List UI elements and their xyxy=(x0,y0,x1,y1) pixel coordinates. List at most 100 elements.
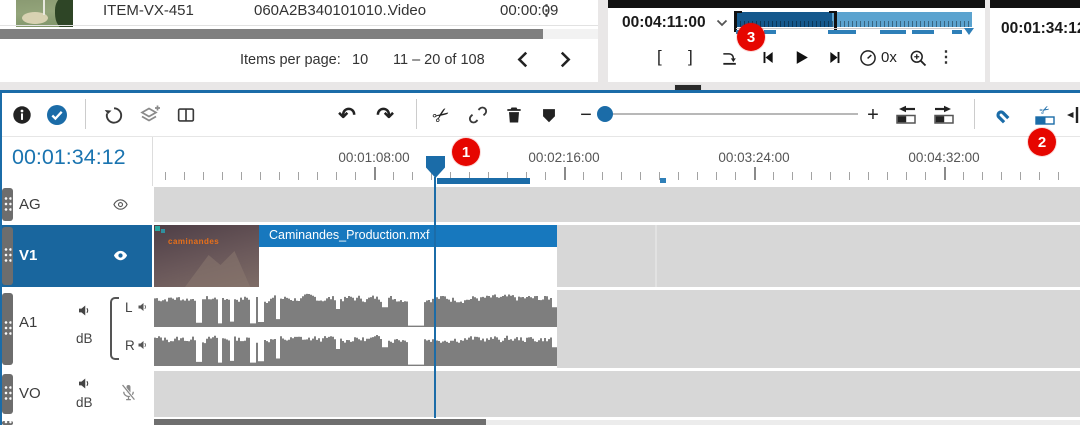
track-header-a1[interactable] xyxy=(2,290,152,368)
waveform-right-channel xyxy=(154,335,557,366)
insert-to-timeline-icon[interactable] xyxy=(720,48,740,68)
razor-tool-button[interactable]: ✂ xyxy=(1035,101,1055,128)
undo-button[interactable]: ↶ xyxy=(338,103,356,127)
audio-clip[interactable] xyxy=(154,290,557,368)
approve-check-button[interactable] xyxy=(45,102,69,128)
toolbar-divider xyxy=(974,99,975,129)
skip-previous-button[interactable] xyxy=(758,48,777,67)
paginator-range: 11 – 20 of 108 xyxy=(393,52,485,68)
media-browser-panel xyxy=(0,0,598,82)
track-header-vo[interactable] xyxy=(2,371,152,417)
page-next-button[interactable] xyxy=(560,51,571,68)
program-timecode: 00:01:34:12 xyxy=(1001,20,1080,37)
annotation-badge-2: 2 xyxy=(1028,128,1056,156)
flag-shield-button[interactable] xyxy=(540,102,559,128)
track-gain-label[interactable]: dB xyxy=(76,395,93,410)
video-clip[interactable]: caminandes Caminandes_Production.mxf xyxy=(154,225,557,287)
media-item-duration: 00:00:09 xyxy=(500,2,559,19)
timeline-zoom-slider-knob[interactable] xyxy=(597,106,613,122)
delete-button[interactable] xyxy=(504,102,524,128)
page-previous-button[interactable] xyxy=(517,51,528,68)
mark-out-button[interactable]: ] xyxy=(688,47,693,66)
ruler-selection-bar xyxy=(437,178,530,184)
playhead-line[interactable] xyxy=(434,177,436,418)
waveform-left-channel xyxy=(154,293,557,327)
track-drag-handle[interactable] xyxy=(2,421,13,425)
ruler-header-divider xyxy=(152,137,153,186)
golf-flagpole-shape xyxy=(43,0,45,15)
ripple-right-icon[interactable] xyxy=(931,102,957,128)
channel-right-speaker-icon[interactable] xyxy=(136,339,149,351)
timeline-zoom-slider[interactable] xyxy=(597,106,858,122)
source-timecode[interactable]: 00:04:11:00 xyxy=(622,14,706,31)
media-item-id[interactable]: ITEM-VX-451 xyxy=(103,2,194,19)
timeline-ruler[interactable]: 00:01:08:00 00:02:16:00 00:03:24:00 00:0… xyxy=(152,137,1080,186)
trim-tool-button[interactable] xyxy=(1065,102,1080,128)
track-drag-handle[interactable] xyxy=(2,227,13,285)
annotation-badge-3: 3 xyxy=(737,23,765,51)
annotation-badge-1: 1 xyxy=(452,138,480,166)
browser-hscrollbar-thumb[interactable] xyxy=(0,29,543,39)
timeline-zoom-in-button[interactable]: + xyxy=(867,103,879,126)
playhead-timecode-display: 00:01:34:12 xyxy=(12,145,126,169)
split-view-icon[interactable] xyxy=(175,102,197,128)
scrub-inout-range[interactable] xyxy=(736,12,832,27)
snap-magnet-toggle[interactable] xyxy=(990,102,1012,128)
track-label-a1: A1 xyxy=(19,314,38,331)
track-mute-speaker-icon[interactable] xyxy=(75,303,93,318)
track-lane-ag[interactable] xyxy=(154,187,1080,222)
golf-sand-shape xyxy=(22,12,48,24)
playback-speed-value: 0x xyxy=(881,49,897,66)
play-button[interactable] xyxy=(792,48,811,67)
skip-next-button[interactable] xyxy=(826,48,845,67)
timeline-hscrollbar-thumb[interactable] xyxy=(154,419,486,425)
channel-right-label: R xyxy=(125,338,135,353)
ruler-label: 00:02:16:00 xyxy=(528,150,600,165)
refresh-icon[interactable] xyxy=(103,102,126,128)
track-drag-handle[interactable] xyxy=(2,374,13,414)
track-mute-speaker-icon[interactable] xyxy=(75,376,93,391)
track-visibility-icon[interactable] xyxy=(110,197,131,212)
program-monitor-panel xyxy=(990,0,1080,82)
clip-title-bar: Caminandes_Production.mxf xyxy=(259,225,557,247)
clip-corner-marker xyxy=(161,229,165,233)
add-layer-icon[interactable] xyxy=(138,102,162,128)
scrub-ticks xyxy=(736,21,972,27)
player-scrub-bar[interactable] xyxy=(734,11,972,32)
playhead-handle[interactable] xyxy=(426,156,445,178)
media-item-type: Video xyxy=(388,2,427,19)
browser-hscrollbar-track[interactable] xyxy=(0,29,598,39)
mountain-shape xyxy=(182,251,252,287)
clip-info-button[interactable] xyxy=(11,102,33,128)
ruler-ticks xyxy=(152,137,1080,186)
track-header-v1[interactable] xyxy=(2,225,152,287)
player-marker-strip xyxy=(736,30,972,34)
track-header-partial[interactable] xyxy=(2,420,152,425)
toolbar-divider xyxy=(85,99,86,129)
channel-left-speaker-icon[interactable] xyxy=(136,301,149,313)
track-visibility-icon[interactable] xyxy=(110,248,131,263)
player-menu-icon[interactable]: ⋮ xyxy=(938,49,954,66)
player-marker-segment xyxy=(828,30,856,34)
redo-button[interactable]: ↷ xyxy=(376,103,394,127)
player-marker-segment xyxy=(764,30,776,34)
microphone-muted-icon[interactable] xyxy=(119,382,138,403)
items-per-page-select[interactable]: 10 xyxy=(352,52,369,68)
ripple-left-icon[interactable] xyxy=(893,102,919,128)
unlink-button[interactable] xyxy=(467,102,489,128)
track-drag-handle[interactable] xyxy=(2,188,13,221)
media-item-thumbnail[interactable] xyxy=(16,0,73,27)
track-lane-vo[interactable] xyxy=(154,371,1080,417)
media-item-menu-icon[interactable]: ⋮ xyxy=(539,2,554,19)
timeline-zoom-out-button[interactable]: − xyxy=(580,103,592,126)
clip-name: Caminandes_Production.mxf xyxy=(269,228,430,242)
playback-speed-icon[interactable] xyxy=(858,48,878,68)
track-gain-label[interactable]: dB xyxy=(76,331,93,346)
lane-grid-line xyxy=(655,225,657,287)
player-zoom-in-icon[interactable] xyxy=(908,48,928,68)
scrub-underline xyxy=(736,28,972,29)
clip-corner-marker xyxy=(155,226,160,231)
mark-in-button[interactable]: [ xyxy=(657,47,662,66)
timecode-dropdown-chevron-icon[interactable] xyxy=(716,19,728,27)
track-drag-handle[interactable] xyxy=(2,293,13,365)
